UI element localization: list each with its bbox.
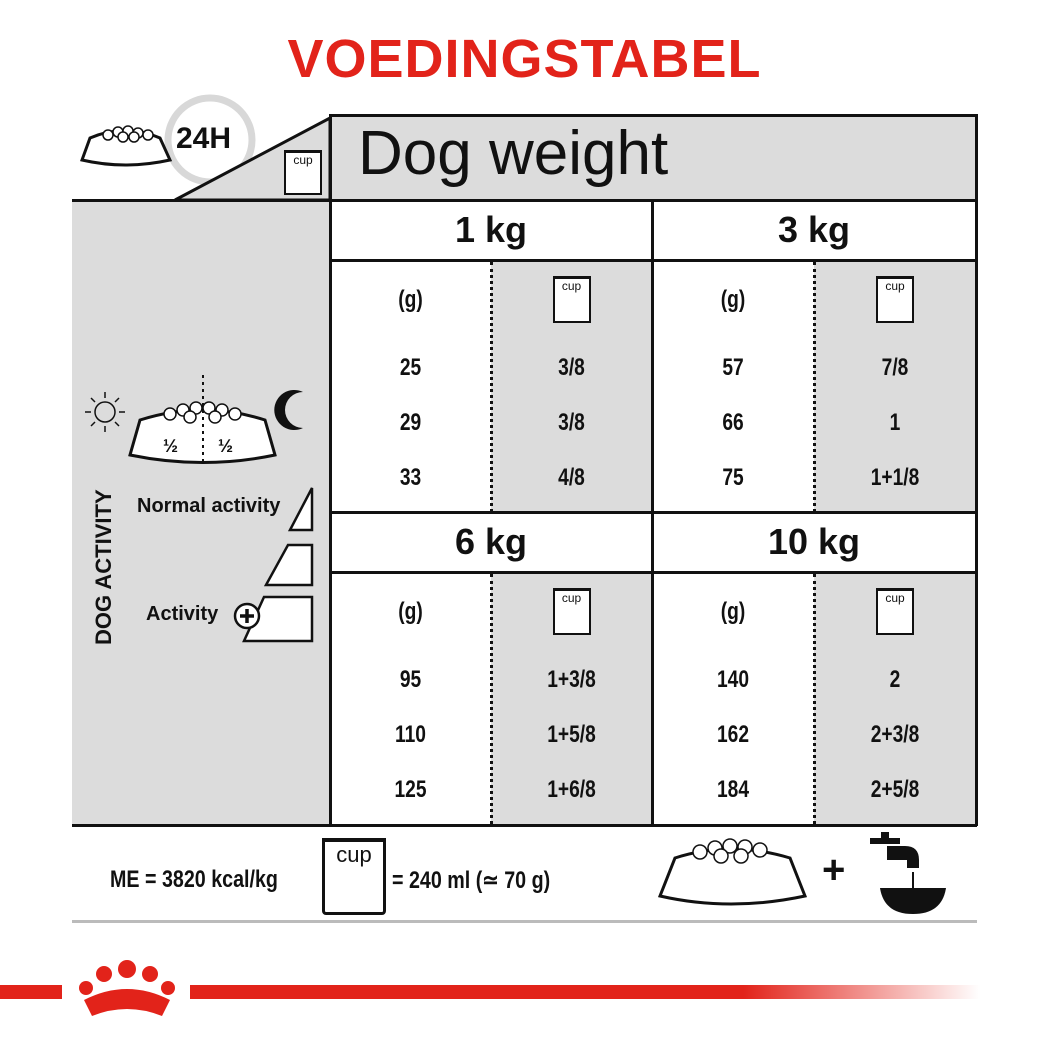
portion-left: ½ (163, 436, 179, 456)
grams-value: 75 (722, 464, 744, 491)
cup-icon-label: cup (336, 842, 372, 867)
cup-icon: cup (284, 150, 322, 195)
cup-icon: cup (876, 588, 914, 635)
grams-value: 66 (722, 409, 744, 436)
grams-value: 162 (716, 721, 750, 748)
divider (72, 199, 977, 202)
cup-value: 1+1/8 (870, 464, 920, 491)
column-separator (813, 262, 816, 512)
divider (72, 824, 977, 827)
cup-value: 1+3/8 (547, 666, 596, 693)
cup-value: 3/8 (558, 409, 585, 436)
column-separator (490, 574, 493, 824)
activity-plus-label: Activity (146, 603, 219, 625)
cup-icon-label: cup (885, 591, 905, 605)
normal-activity-label: Normal activity (137, 495, 281, 517)
cup-value: 4/8 (558, 464, 585, 491)
grams-header: (g) (720, 598, 746, 625)
left-panel (72, 200, 330, 825)
cup-value: 2+3/8 (870, 721, 920, 748)
cup-value: 1+5/8 (547, 721, 596, 748)
weight-header (330, 115, 977, 200)
column-separator (813, 574, 816, 824)
column-separator (490, 262, 493, 512)
moon-icon (274, 390, 303, 430)
crown-logo-icon (79, 960, 175, 1016)
water-tap-icon (870, 832, 946, 914)
cup-icon-label: cup (293, 153, 313, 167)
grams-value: 57 (722, 354, 744, 381)
grams-value: 125 (394, 776, 427, 803)
weight-header-cell: 3 kg (777, 209, 851, 250)
divider (651, 200, 654, 826)
cup-icon: cup (322, 838, 386, 915)
cup-value: 1 (889, 409, 901, 436)
weight-header-cell: 10 kg (767, 521, 861, 562)
grams-header: (g) (398, 598, 423, 625)
cup-icon: cup (876, 276, 914, 323)
grams-value: 184 (716, 776, 750, 803)
weight-header-cell: 6 kg (454, 521, 528, 562)
cup-icon-label: cup (885, 279, 905, 293)
cup-icon-label: cup (561, 279, 582, 293)
grams-value: 29 (399, 409, 422, 436)
sun-icon (85, 392, 125, 432)
divider (330, 114, 977, 117)
weight-title: Dog weight (358, 119, 669, 188)
grams-value: 95 (399, 666, 422, 693)
grams-value: 25 (399, 354, 422, 381)
plus-sign: + (822, 848, 846, 892)
cup-value: 1+6/8 (547, 776, 596, 803)
page-title: VOEDINGSTABEL (287, 29, 762, 89)
brand-line (0, 985, 62, 999)
divider (329, 114, 332, 826)
duration-label: 24H (176, 122, 232, 155)
divider (975, 114, 978, 826)
day-night-portion (85, 375, 303, 465)
cup-value: 2+5/8 (870, 776, 920, 803)
grams-value: 33 (399, 464, 422, 491)
divider (72, 920, 977, 923)
food-bowl-icon (657, 838, 808, 906)
grams-header: (g) (398, 286, 423, 313)
cup-icon: cup (552, 588, 591, 635)
plus-circle-icon (233, 602, 261, 630)
cup-equivalence: = 240 ml (≃ 70 g) (392, 867, 551, 894)
food-bowl-icon (80, 125, 173, 167)
grams-value: 110 (395, 721, 426, 748)
cup-value: 3/8 (558, 354, 585, 381)
cup-icon-label: cup (561, 591, 582, 605)
portion-right: ½ (218, 436, 234, 456)
grams-value: 140 (716, 666, 750, 693)
weight-header-cell: 1 kg (454, 209, 528, 250)
grams-header: (g) (720, 286, 746, 313)
cup-value: 2 (889, 666, 901, 693)
energy-value: ME = 3820 kcal/kg (110, 866, 278, 893)
cup-icon: cup (552, 276, 591, 323)
dog-activity-label: DOG ACTIVITY (91, 489, 116, 645)
cup-value: 7/8 (881, 354, 909, 381)
activity-scale-icon (233, 487, 314, 643)
brand-line (190, 985, 980, 999)
food-bowl-icon (128, 375, 277, 465)
food-and-water-icons (657, 832, 946, 914)
